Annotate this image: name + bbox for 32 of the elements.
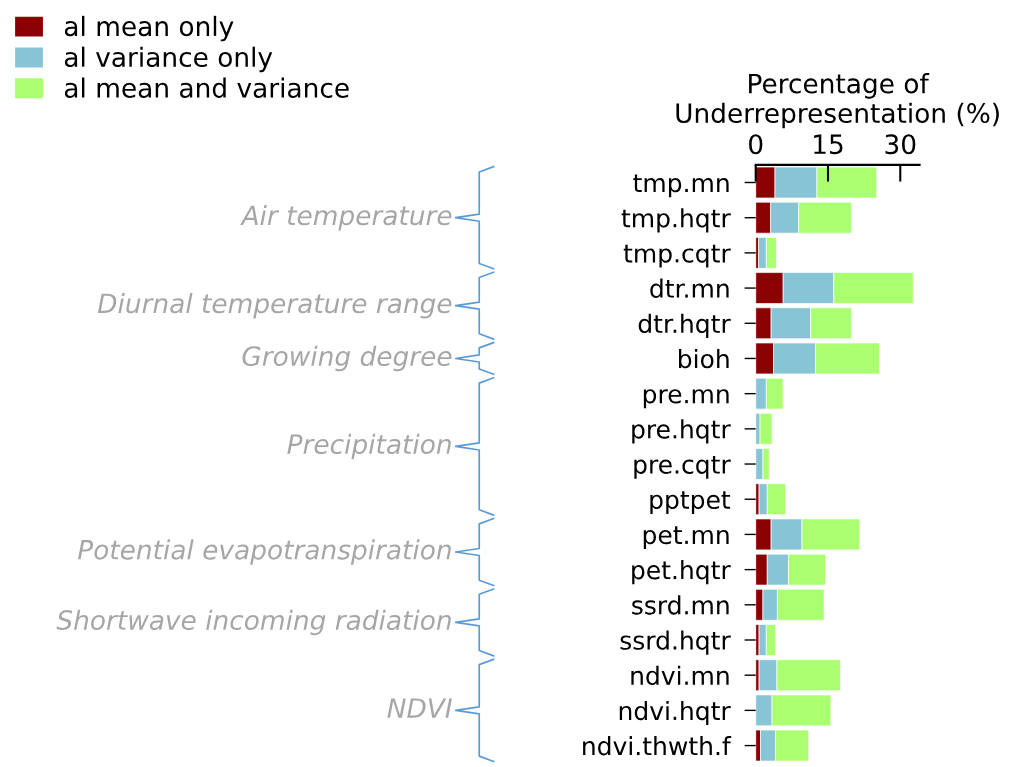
legend-label: al mean only xyxy=(64,15,234,42)
y-tick-label: pet.hqtr xyxy=(632,560,731,585)
y-tick-label: pre.mn xyxy=(643,389,729,409)
x-tick-label: 15 xyxy=(814,134,843,155)
text: Air temperature xyxy=(240,204,452,231)
x-tick-label: 0 xyxy=(749,134,763,155)
y-tick-label: pre.hqtr xyxy=(632,419,731,444)
y-tick-label: ssrd.mn xyxy=(632,595,729,615)
y-tick-label: tmp.hqtr xyxy=(621,208,731,233)
y-tick-label: tmp.cqtr xyxy=(623,244,731,268)
y-tick-label: ndvi.mn xyxy=(631,665,729,686)
text: Growing degree xyxy=(242,345,452,372)
y-tick-label: ssrd.hqtr xyxy=(620,630,731,655)
y-tick-label: pre.cqtr xyxy=(634,455,731,479)
y-tick-label: pet.mn xyxy=(643,526,729,550)
text: Shortwave incoming radiation xyxy=(56,609,451,636)
y-tick-label: tmp.mn xyxy=(633,174,729,198)
legend-label: al mean and variance xyxy=(64,77,349,98)
x-axis-title: Percentage of Underrepresentation (%) xyxy=(676,73,999,129)
y-tick-label: ndvi.thwth.f xyxy=(583,736,732,756)
y-tick-label: ndvi.hqtr xyxy=(619,700,731,726)
text: Diurnal temperature range xyxy=(97,292,452,319)
y-tick-label: dtr.hqtr xyxy=(638,313,731,338)
y-tick-label: pptpet xyxy=(650,491,731,514)
text: Potential evapotranspiration xyxy=(77,539,451,565)
bar xyxy=(759,413,773,445)
legend-label: al variance only xyxy=(64,46,273,73)
y-tick-label: dtr.mn xyxy=(650,278,729,298)
text: NDVI xyxy=(387,698,452,718)
y-tick-label: bioh xyxy=(679,348,729,369)
x-tick-label: 30 xyxy=(885,134,916,155)
text: Precipitation xyxy=(287,433,451,460)
